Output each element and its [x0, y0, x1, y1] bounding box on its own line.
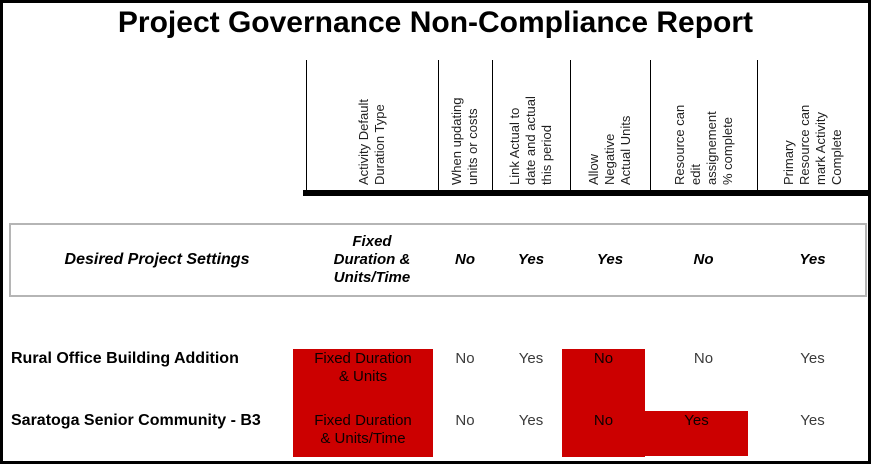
desired-value-primary-resource: Yes: [799, 251, 826, 268]
column-divider: [438, 60, 439, 190]
column-header-label: Resource can edit assignement % complete: [671, 104, 735, 185]
noncompliance-highlight-duration-type: [293, 349, 433, 457]
column-header-label: Activity Default Duration Type: [356, 99, 387, 185]
report-title: Project Governance Non-Compliance Report: [117, 6, 754, 39]
cell-resource-edit: Yes: [684, 412, 709, 429]
column-header-label: Primary Resource can mark Activity Compl…: [780, 104, 844, 185]
desired-value-when-updating: No: [455, 251, 475, 268]
cell-allow-negative: No: [593, 412, 614, 429]
desired-settings-label: Desired Project Settings: [64, 251, 250, 268]
column-divider: [306, 60, 307, 190]
noncompliance-highlight-allow-negative: [562, 349, 645, 457]
cell-allow-negative: No: [593, 350, 614, 367]
cell-primary-resource: Yes: [800, 350, 825, 367]
column-header-allow-negative: Allow Negative Actual Units: [570, 60, 650, 190]
column-header-label: When updating units or costs: [449, 97, 480, 185]
column-header-duration-type: Activity Default Duration Type: [306, 60, 438, 190]
cell-duration-type: Fixed Duration & Units/Time: [314, 412, 412, 447]
column-header-primary-resource: Primary Resource can mark Activity Compl…: [757, 60, 868, 190]
column-header-when-updating: When updating units or costs: [438, 60, 492, 190]
header-underline: [303, 190, 868, 196]
desired-value-resource-edit: No: [693, 251, 714, 268]
column-header-link-actual: Link Actual to date and actual this peri…: [492, 60, 570, 190]
cell-when-updating: No: [455, 350, 475, 367]
cell-link-actual: Yes: [518, 350, 544, 367]
column-divider: [570, 60, 571, 190]
column-header-label: Link Actual to date and actual this peri…: [507, 96, 554, 185]
cell-duration-type: Fixed Duration & Units: [314, 350, 412, 385]
cell-link-actual: Yes: [518, 412, 544, 429]
desired-value-duration-type: Fixed Duration & Units/Time: [333, 233, 411, 286]
desired-settings-band: [9, 223, 867, 297]
project-name: Rural Office Building Addition: [11, 350, 239, 367]
column-header-label: Allow Negative Actual Units: [586, 115, 633, 185]
column-divider: [492, 60, 493, 190]
cell-when-updating: No: [455, 412, 475, 429]
noncompliance-highlight-resource-edit: [645, 411, 748, 456]
column-divider: [650, 60, 651, 190]
column-divider: [757, 60, 758, 190]
desired-value-allow-negative: Yes: [596, 251, 624, 268]
project-name: Saratoga Senior Community - B3: [11, 412, 261, 429]
cell-resource-edit: No: [693, 350, 714, 367]
desired-value-link-actual: Yes: [517, 251, 545, 268]
cell-primary-resource: Yes: [800, 412, 825, 429]
column-header-resource-edit: Resource can edit assignement % complete: [650, 60, 757, 190]
